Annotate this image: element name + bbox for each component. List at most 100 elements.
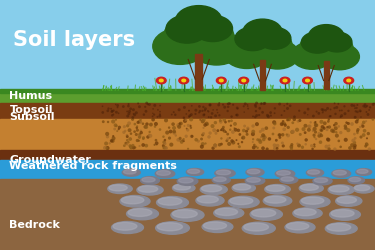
Point (352, 115, 358, 119)
Point (181, 137, 187, 141)
Point (336, 139, 342, 143)
Point (188, 124, 194, 128)
Point (157, 112, 163, 116)
Point (334, 134, 340, 138)
Point (272, 122, 278, 126)
Ellipse shape (308, 170, 320, 174)
Point (133, 111, 139, 115)
Point (205, 109, 211, 113)
Point (254, 122, 260, 126)
Point (226, 102, 232, 105)
Point (242, 124, 248, 128)
Ellipse shape (245, 177, 265, 184)
Point (335, 102, 341, 106)
Bar (0, 160, 375, 186)
Circle shape (193, 15, 232, 42)
Ellipse shape (266, 185, 285, 192)
Ellipse shape (247, 178, 260, 182)
Point (363, 105, 369, 109)
Point (186, 115, 192, 119)
Point (333, 126, 339, 130)
Point (206, 135, 212, 139)
Point (153, 138, 159, 142)
Point (193, 108, 199, 112)
Point (166, 136, 172, 140)
Point (178, 140, 184, 144)
Point (274, 144, 280, 148)
Point (330, 130, 336, 134)
Point (350, 138, 356, 142)
Point (207, 103, 213, 107)
Point (239, 140, 245, 144)
Point (185, 124, 191, 128)
Point (154, 143, 160, 147)
Point (262, 101, 268, 105)
Point (175, 123, 181, 127)
Circle shape (243, 19, 282, 46)
Point (336, 124, 342, 128)
Point (263, 126, 269, 130)
Point (125, 104, 131, 108)
Ellipse shape (215, 208, 238, 216)
Point (171, 130, 177, 134)
Point (366, 147, 372, 151)
Point (110, 139, 116, 143)
Point (361, 120, 367, 124)
Point (308, 120, 314, 124)
Point (284, 132, 290, 136)
Point (217, 118, 223, 122)
Point (160, 144, 166, 148)
Point (349, 122, 355, 126)
Point (150, 107, 156, 111)
Point (204, 122, 210, 126)
Point (241, 128, 247, 132)
Bar (0, 89, 375, 93)
Point (261, 134, 267, 138)
Point (272, 143, 278, 147)
Point (259, 135, 265, 139)
Point (202, 108, 208, 112)
Ellipse shape (201, 185, 222, 192)
Point (227, 136, 233, 140)
Point (302, 111, 308, 115)
Point (113, 110, 119, 114)
Point (362, 102, 368, 106)
Circle shape (306, 79, 309, 82)
Circle shape (320, 44, 359, 70)
Point (177, 136, 183, 140)
Point (124, 124, 130, 128)
Circle shape (224, 38, 270, 68)
Point (199, 145, 205, 149)
Point (318, 128, 324, 132)
Point (169, 112, 175, 116)
Point (226, 119, 232, 123)
Point (178, 122, 184, 126)
Ellipse shape (188, 169, 200, 173)
Ellipse shape (202, 221, 233, 232)
Point (136, 132, 142, 136)
Point (152, 143, 157, 147)
Point (109, 110, 115, 114)
Point (200, 109, 206, 113)
Point (338, 115, 344, 119)
Point (333, 122, 339, 126)
Point (150, 114, 156, 118)
Point (324, 125, 330, 129)
Point (116, 111, 122, 115)
Point (153, 122, 159, 126)
Point (326, 125, 332, 129)
Point (303, 142, 309, 146)
Ellipse shape (250, 208, 282, 220)
Point (120, 104, 126, 108)
Point (272, 106, 278, 110)
Point (355, 128, 361, 132)
Point (360, 124, 366, 128)
Point (176, 108, 182, 112)
Point (142, 105, 148, 109)
Point (220, 128, 226, 132)
Ellipse shape (126, 208, 158, 220)
Point (324, 144, 330, 148)
Point (136, 134, 142, 138)
Point (257, 130, 263, 134)
Ellipse shape (300, 184, 318, 190)
